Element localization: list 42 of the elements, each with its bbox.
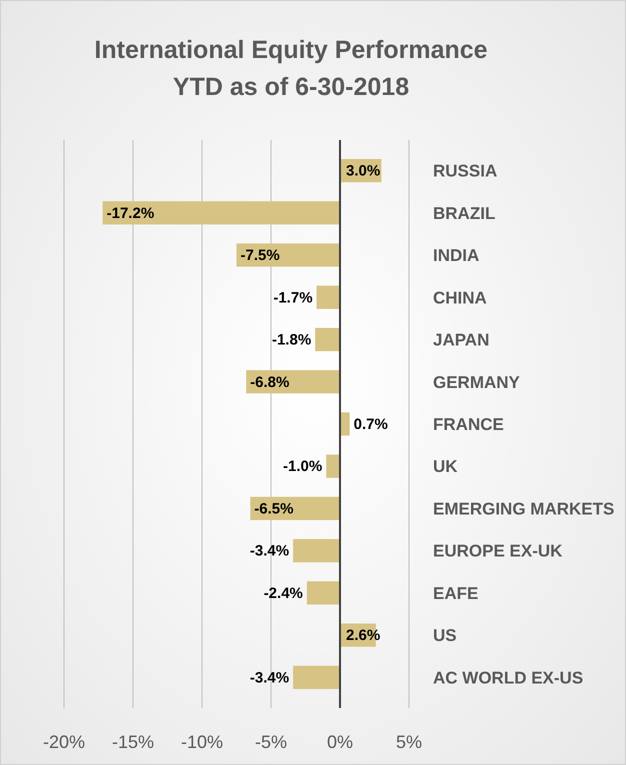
- y-tick-label: EUROPE EX-UK: [433, 542, 564, 561]
- data-label: -1.0%: [283, 458, 322, 476]
- data-label: -3.4%: [250, 542, 290, 560]
- x-tick-label: -10%: [180, 732, 224, 752]
- y-tick-label: UK: [433, 457, 458, 476]
- x-tick-label: -5%: [254, 732, 288, 752]
- y-tick-label: FRANCE: [433, 415, 504, 434]
- bar: [246, 370, 340, 394]
- data-label: -17.2%: [106, 204, 154, 222]
- y-tick-label: BRAZIL: [433, 204, 496, 223]
- data-label: -1.7%: [273, 289, 313, 306]
- y-tick-label: JAPAN: [433, 330, 490, 350]
- x-tick-label: 0%: [326, 732, 354, 752]
- y-tick-label: CHINA: [433, 288, 487, 308]
- bar: [316, 286, 340, 309]
- x-tick-label: -20%: [42, 732, 86, 752]
- chart-title: International Equity Performance YTD as of 6-30-2018: [94, 36, 488, 101]
- data-label: 0.7%: [354, 416, 388, 433]
- data-label: -7.5%: [240, 247, 280, 264]
- data-label: 3.0%: [346, 162, 380, 180]
- y-tick-label: EMERGING MARKETS: [433, 499, 614, 518]
- data-label: -3.4%: [250, 669, 290, 686]
- y-tick-label: GERMANY: [433, 372, 521, 392]
- x-tick-label: -15%: [112, 732, 154, 752]
- y-tick-label: INDIA: [433, 246, 480, 266]
- bar: [306, 581, 340, 605]
- y-tick-label: RUSSIA: [433, 162, 498, 181]
- bar: [236, 243, 340, 267]
- y-tick-label: US: [433, 626, 457, 646]
- data-label: -6.5%: [254, 500, 294, 518]
- data-label: 2.6%: [346, 627, 380, 644]
- data-label: -6.8%: [250, 374, 290, 391]
- y-tick-label: EAFE: [433, 584, 478, 603]
- bar: [293, 666, 340, 689]
- data-label: -1.8%: [272, 332, 312, 349]
- bar: [293, 539, 340, 562]
- bar: [315, 328, 340, 352]
- data-label: -2.4%: [264, 584, 303, 602]
- y-tick-label: AC WORLD EX-US: [433, 668, 584, 688]
- x-tick-label: 5%: [396, 732, 422, 752]
- bar: [326, 454, 340, 478]
- bar: [102, 201, 340, 224]
